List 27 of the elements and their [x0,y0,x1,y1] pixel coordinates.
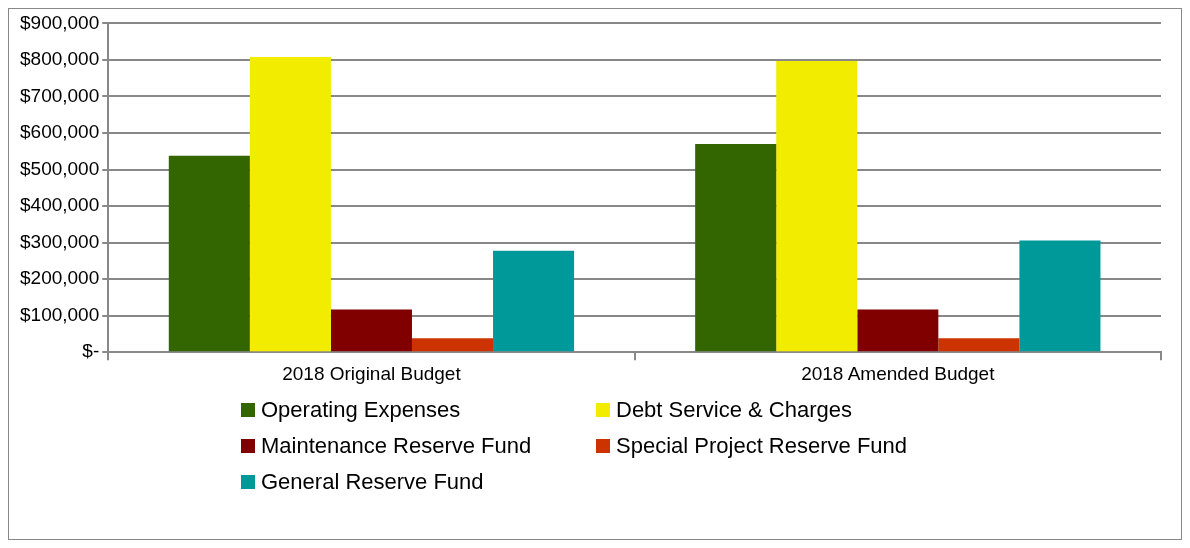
bar [776,61,858,352]
y-tick-label: $900,000 [20,11,100,33]
bar [411,338,494,352]
legend-label: Operating Expenses [261,397,461,423]
bar [938,338,1020,352]
bar [493,250,575,352]
y-tick-label: $800,000 [20,48,100,70]
x-tick-label: 2018 Original Budget [282,362,462,384]
legend-label: General Reserve Fund [261,469,484,495]
bar [1019,240,1101,352]
y-tick-label: $600,000 [20,121,100,143]
y-tick-label: $700,000 [20,84,100,106]
bar [857,309,939,352]
y-tick-label: $300,000 [20,230,100,252]
bar [249,57,331,352]
x-tick-label: 2018 Amended Budget [801,362,996,384]
legend-label: Maintenance Reserve Fund [261,433,532,459]
y-tick-label: $200,000 [20,267,100,289]
y-tick-label: $- [82,340,100,362]
legend-label: Debt Service & Charges [616,397,852,423]
y-tick-label: $500,000 [20,157,100,179]
bar [695,143,777,352]
y-tick-label: $100,000 [20,303,100,325]
bar [330,309,412,352]
y-tick-label: $400,000 [20,194,100,216]
bar [168,155,250,352]
legend-label: Special Project Reserve Fund [616,433,908,459]
